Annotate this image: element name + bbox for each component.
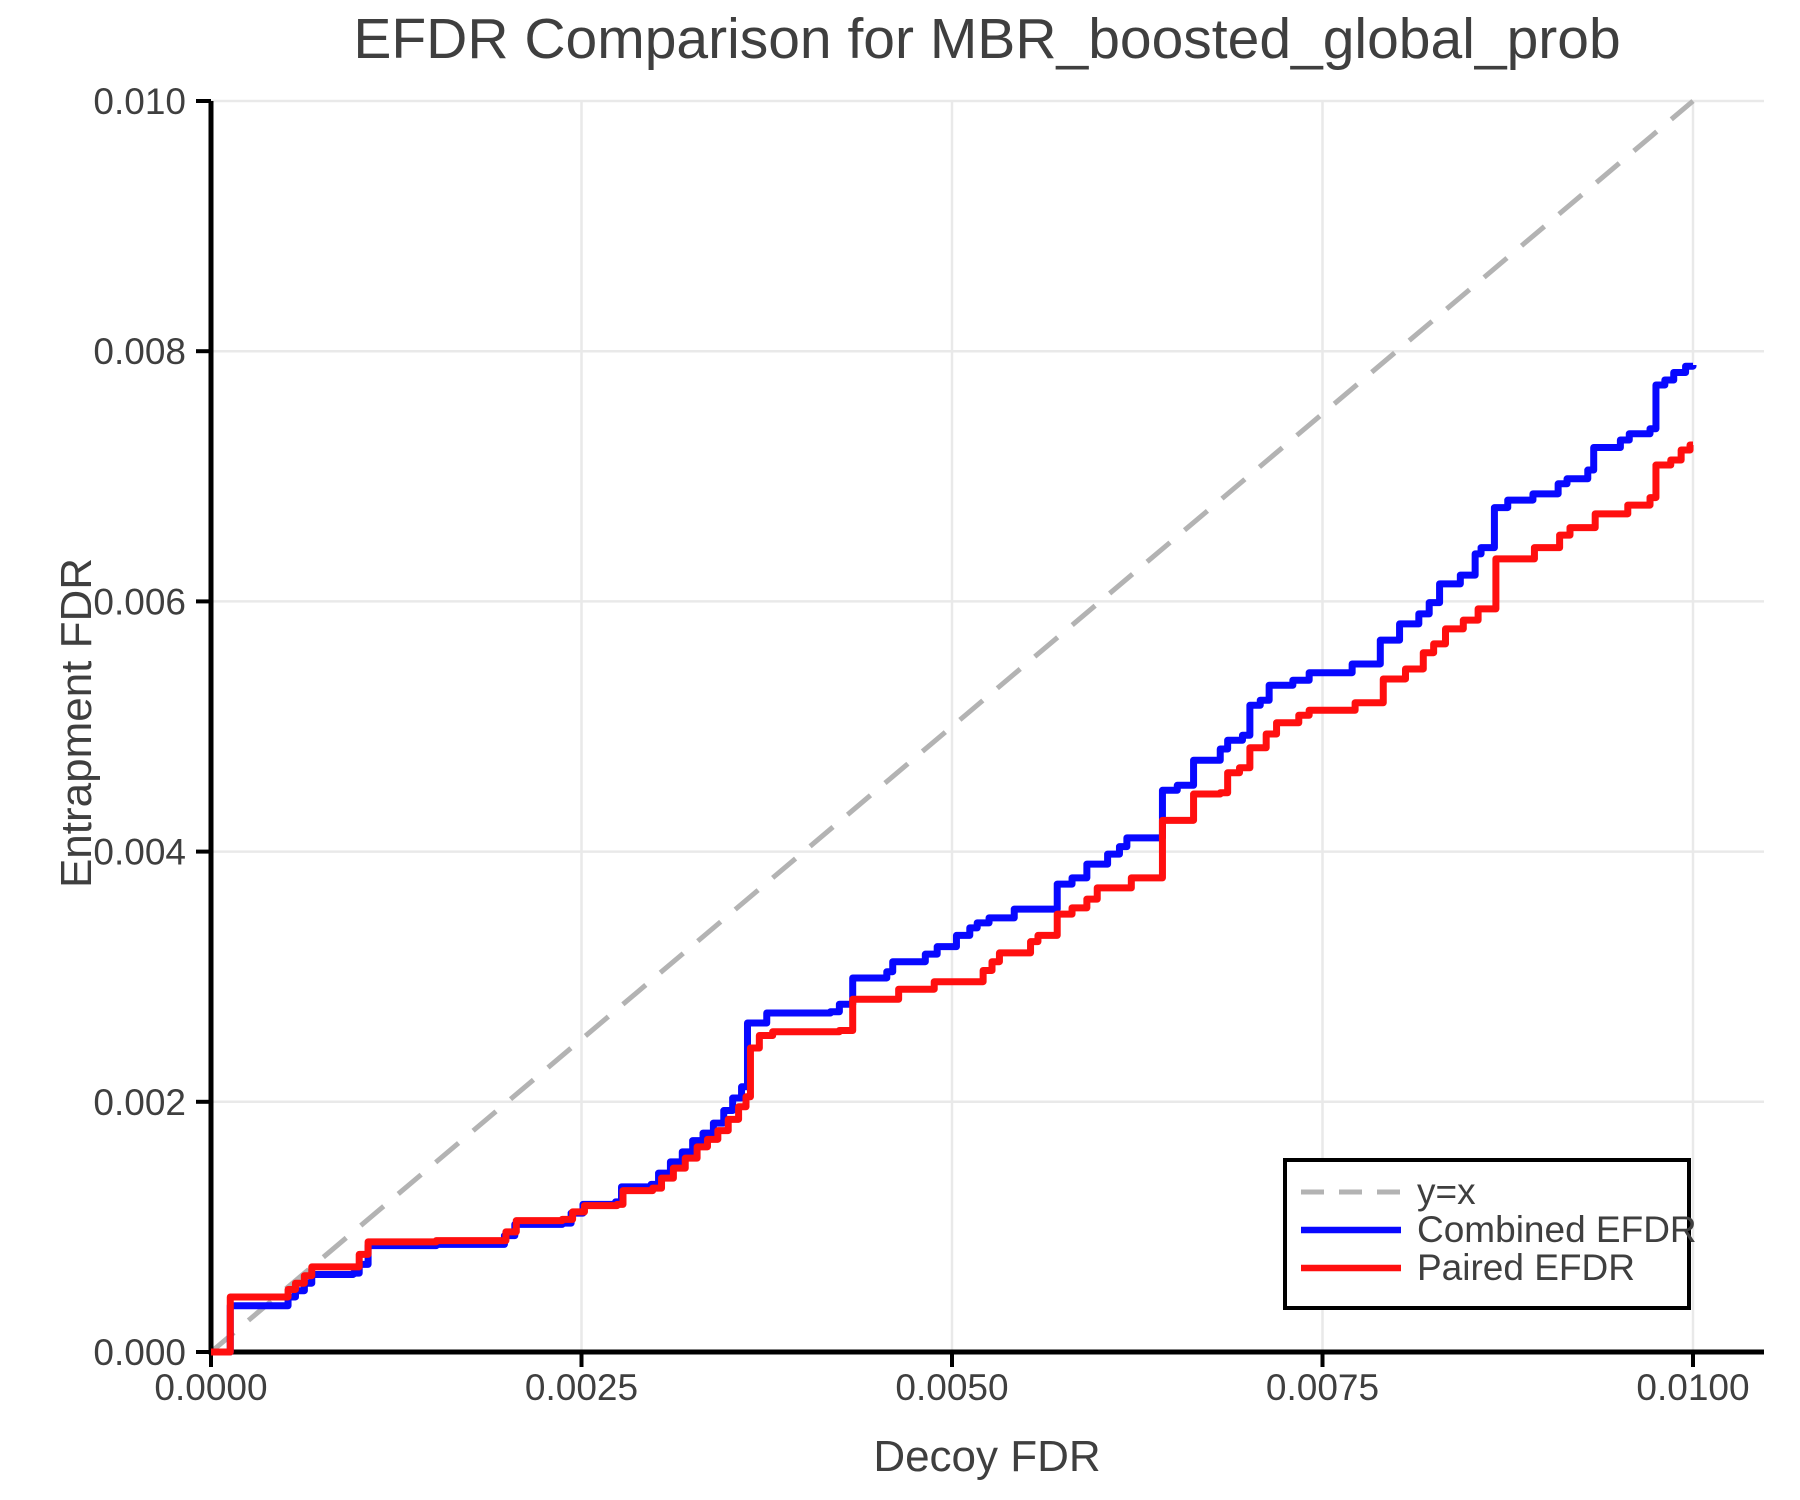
identity-reference-line [209, 99, 1695, 1354]
legend-row-paired-efdr: Paired EFDR [1301, 1249, 1687, 1287]
legend-red-line-sample [1301, 1263, 1401, 1273]
legend-label-combined-efdr: Combined EFDR [1417, 1209, 1697, 1250]
legend-label-reference: y=x [1417, 1171, 1476, 1212]
x-tick-label: 0.0100 [1636, 1367, 1749, 1408]
legend-row-combined-efdr: Combined EFDR [1301, 1211, 1697, 1249]
series-curve-paired-efdr [211, 441, 1694, 1356]
x-axis-label: Decoy FDR [873, 1432, 1101, 1481]
legend-blue-line-sample [1301, 1225, 1401, 1235]
y-tick-label: 0.002 [93, 1082, 186, 1123]
chart-title: EFDR Comparison for MBR_boosted_global_p… [353, 7, 1621, 71]
x-tick-label: 0.0000 [154, 1367, 267, 1408]
y-tick-label: 0.010 [93, 81, 186, 122]
legend: y=x Combined EFDR Paired EFDR [1283, 1158, 1697, 1310]
y-tick-label: 0.000 [93, 1332, 186, 1373]
y-tick-label: 0.008 [93, 331, 186, 372]
x-tick-label: 0.0050 [895, 1367, 1008, 1408]
y-tick-label: 0.006 [93, 581, 186, 622]
legend-row-reference: y=x [1301, 1173, 1687, 1211]
y-axis-label: Entrapment FDR [52, 557, 101, 889]
legend-label-paired-efdr: Paired EFDR [1417, 1247, 1635, 1288]
x-tick-label: 0.0025 [525, 1367, 638, 1408]
legend-dashed-line-sample [1301, 1187, 1401, 1197]
y-tick-label: 0.004 [93, 832, 186, 873]
x-tick-label: 0.0075 [1266, 1367, 1379, 1408]
